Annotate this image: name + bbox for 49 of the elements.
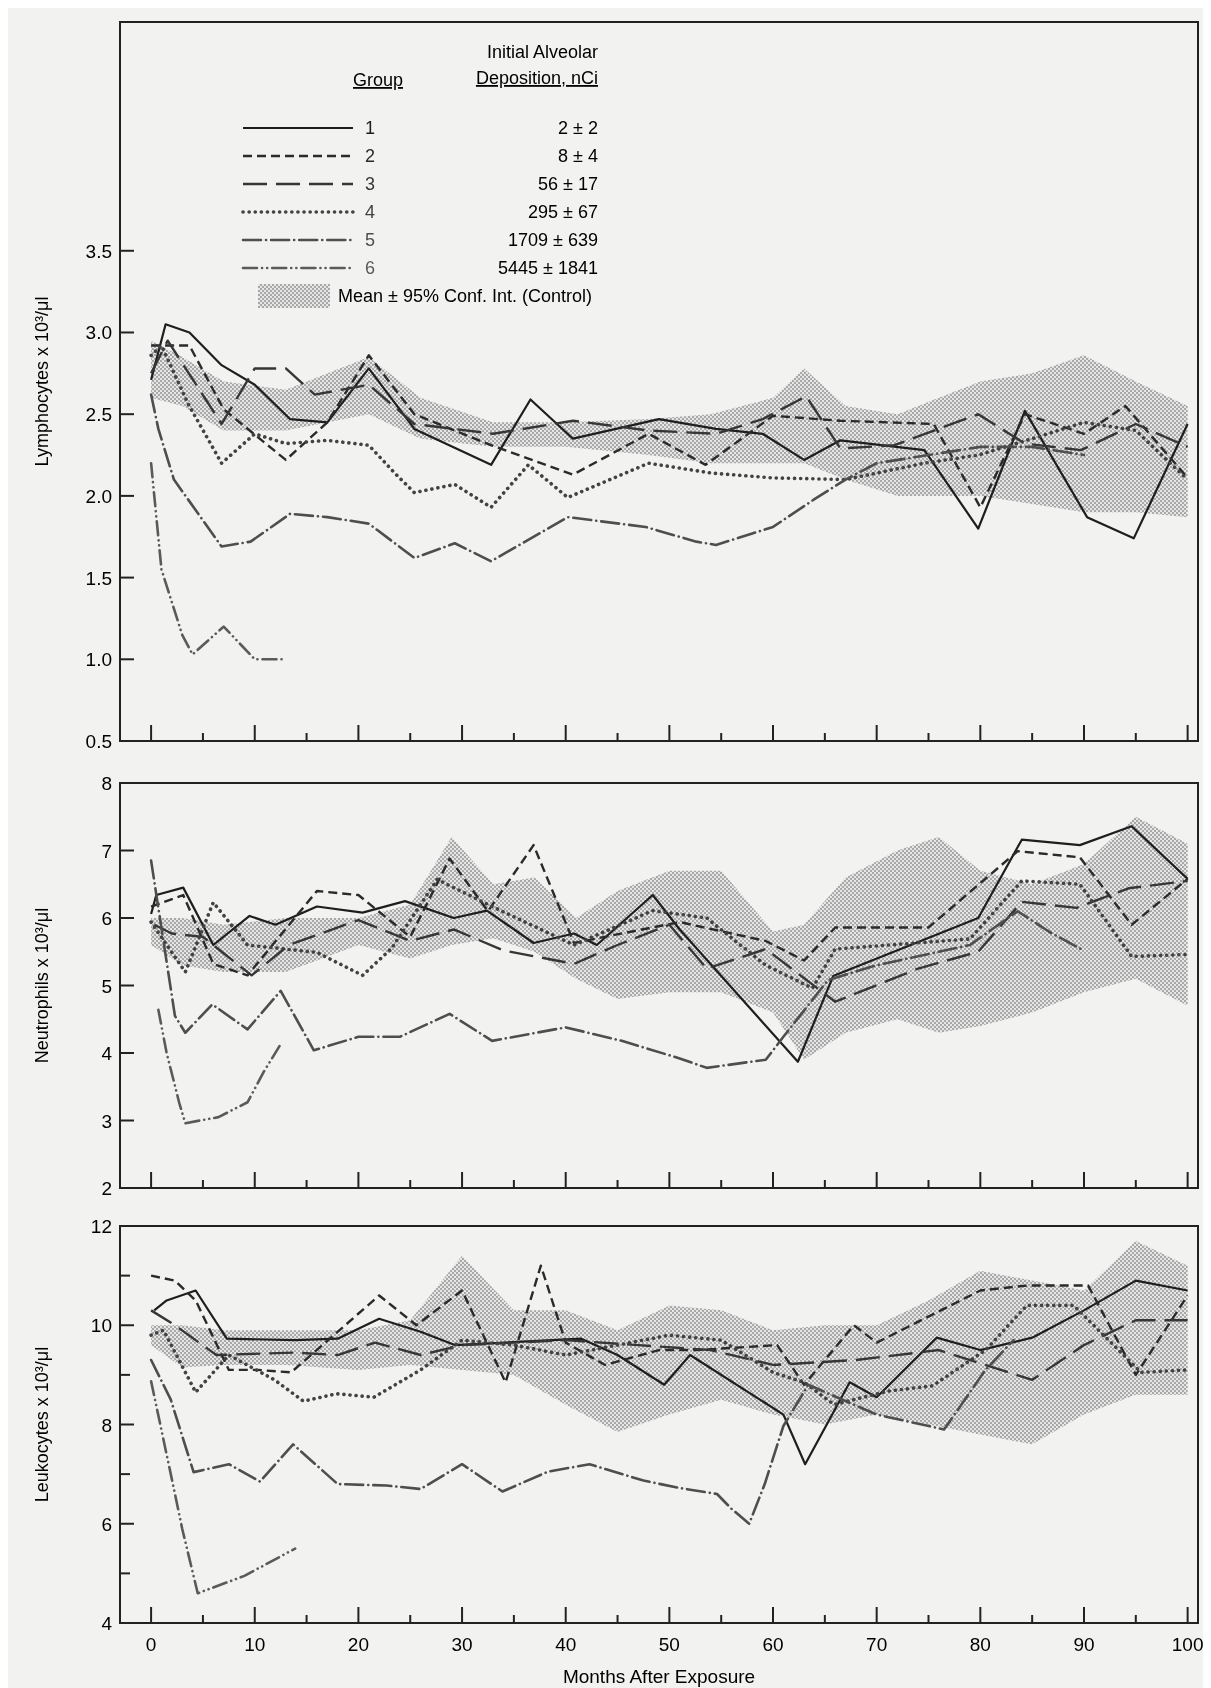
x-tick-label: 60 — [762, 1634, 784, 1655]
annotation: 2 ± 2 — [558, 118, 598, 138]
y-axis-title: Neutrophils x 10³/μl — [32, 907, 52, 1064]
x-tick-label: 70 — [866, 1634, 888, 1655]
annotation: 295 ± 67 — [528, 202, 598, 222]
text: 4 — [365, 202, 376, 222]
x-tick-label: 20 — [347, 1634, 369, 1655]
x-tick-label: 50 — [658, 1634, 680, 1655]
x-tick-label: 100 — [1171, 1634, 1204, 1655]
y-axis-title: Lymphocytes x 10³/μl — [32, 296, 52, 467]
y-tick-label: 3.5 — [85, 240, 112, 262]
y-tick-label: 0.5 — [85, 731, 112, 752]
annotation: 5445 ± 1841 — [498, 258, 598, 278]
y-tick-label: 1.0 — [85, 649, 112, 671]
y-tick-label: 12 — [90, 1216, 112, 1237]
text: 6 — [365, 258, 376, 278]
y-tick-label: 1.5 — [85, 567, 112, 589]
x-tick-label: 10 — [244, 1634, 266, 1655]
x-tick-label: 40 — [555, 1634, 577, 1655]
y-tick-label: 4 — [101, 1043, 113, 1064]
y-tick-label: 3 — [101, 1110, 112, 1132]
y-tick-label: 8 — [101, 773, 112, 794]
annotation: Initial Alveolar Deposition, nCi — [475, 42, 598, 88]
x-tick-label: 80 — [969, 1634, 991, 1655]
y-tick-label: 6 — [101, 1513, 112, 1535]
y-tick-label: 6 — [101, 908, 112, 929]
y-tick-label: 10 — [90, 1315, 112, 1337]
y-tick-label: 5 — [101, 975, 112, 997]
y-tick-label: 4 — [101, 1613, 113, 1634]
annotation: 56 ± 17 — [538, 174, 598, 194]
text: 5 — [365, 230, 376, 250]
text: 3 — [365, 174, 376, 194]
y-tick-label: 3.0 — [85, 322, 112, 344]
y-axis-title: Leukocytes x 10³/μl — [32, 1346, 52, 1503]
x-tick-label: 0 — [145, 1634, 157, 1655]
y-tick-label: 7 — [101, 840, 112, 862]
x-tick-label: 30 — [451, 1634, 473, 1655]
annotation: 1709 ± 639 — [508, 230, 598, 250]
y-tick-label: 8 — [101, 1414, 112, 1436]
legend-label: Mean ± 95% Conf. Int. (Control) — [338, 286, 592, 306]
y-tick-label: 2.5 — [85, 404, 112, 426]
x-tick-label: 90 — [1073, 1634, 1095, 1655]
text: 2 — [365, 146, 376, 166]
text: 1 — [365, 118, 376, 138]
x-axis-title: Months After Exposure — [562, 1666, 756, 1687]
annotation: 8 ± 4 — [558, 146, 598, 166]
y-tick-label: 2 — [101, 1178, 112, 1199]
y-tick-label: 2.0 — [85, 485, 112, 507]
legend-title: Group — [352, 70, 404, 90]
